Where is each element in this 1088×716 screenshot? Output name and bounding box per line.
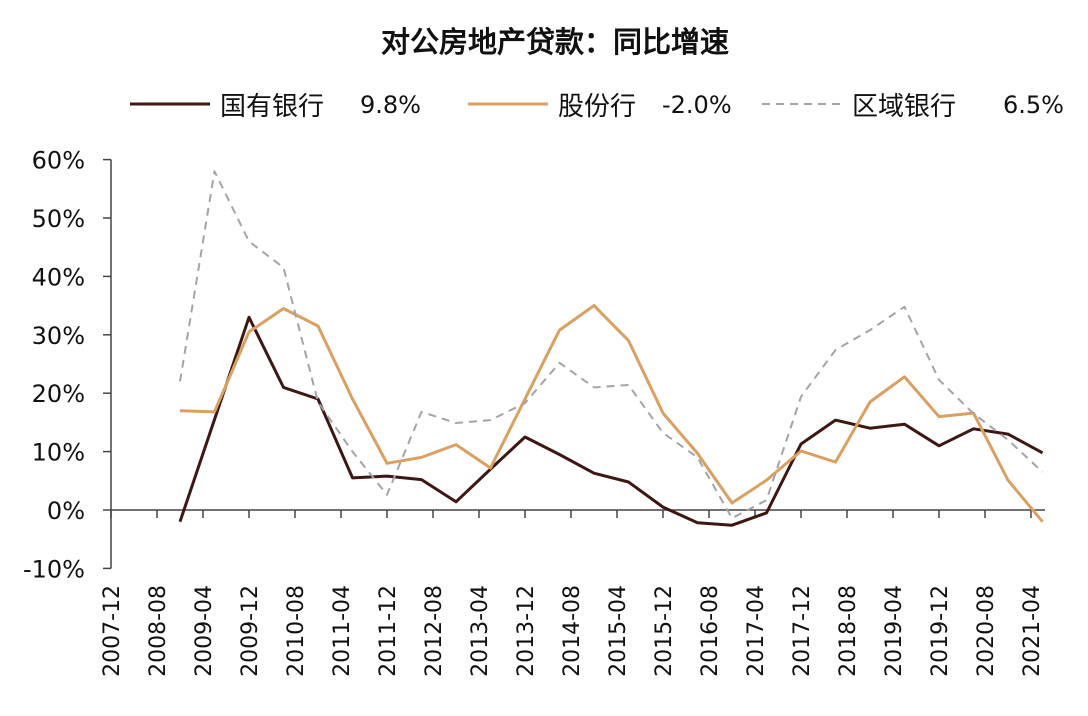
x-tick-label: 2016-08 xyxy=(698,585,723,677)
legend-label-2: 区域银行 xyxy=(852,92,956,122)
legend-label-0: 国有银行 xyxy=(220,92,324,122)
y-tick-label: 10% xyxy=(32,439,85,467)
x-tick-label: 2013-12 xyxy=(514,585,539,677)
y-tick-label: 0% xyxy=(47,497,85,525)
x-tick-label: 2009-04 xyxy=(192,585,217,677)
legend-label-1: 股份行 xyxy=(558,92,636,122)
x-tick-label: 2019-12 xyxy=(928,585,953,677)
x-tick-label: 2010-08 xyxy=(284,585,309,677)
y-tick-label: 40% xyxy=(32,263,85,291)
series-line-1 xyxy=(180,306,1043,522)
x-tick-label: 2020-08 xyxy=(974,585,999,677)
x-tick-label: 2015-12 xyxy=(652,585,677,677)
x-tick-label: 2013-04 xyxy=(468,585,493,677)
y-tick-label: 60% xyxy=(32,147,85,175)
x-tick-label: 2021-04 xyxy=(1020,585,1045,677)
legend-value-2: 6.5% xyxy=(1003,91,1064,119)
axes: 60% 50% 40% 30% 20% 10% 0% -10% 2007-12 2008-08 20… xyxy=(23,147,1045,677)
x-tick-label: 2017-12 xyxy=(790,585,815,677)
chart-title: 对公房地产贷款：同比增速 xyxy=(381,25,729,59)
x-tick-label: 2014-08 xyxy=(560,585,585,677)
series-line-0 xyxy=(180,317,1043,525)
y-tick-label: 50% xyxy=(32,205,85,233)
series-line-2 xyxy=(180,171,1043,518)
x-tick-label: 2012-08 xyxy=(422,585,447,677)
legend-value-1: -2.0% xyxy=(662,91,732,119)
legend: 国有银行 9.8% 股份行 -2.0% 区域银行 6.5% xyxy=(130,91,1064,122)
y-tick-label: 20% xyxy=(32,380,85,408)
x-tick-label: 2008-08 xyxy=(146,585,171,677)
x-tick-label: 2009-12 xyxy=(238,585,263,677)
y-tick-label: 30% xyxy=(32,322,85,350)
legend-value-0: 9.8% xyxy=(360,91,421,119)
x-tick-label: 2011-04 xyxy=(330,585,355,677)
y-tick-label: -10% xyxy=(23,555,85,583)
x-tick-label: 2007-12 xyxy=(100,585,125,677)
x-tick-label: 2011-12 xyxy=(376,585,401,677)
x-tick-label: 2015-04 xyxy=(606,585,631,677)
x-tick-label: 2017-04 xyxy=(744,585,769,677)
x-tick-label: 2018-08 xyxy=(836,585,861,677)
x-tick-label: 2019-04 xyxy=(882,585,907,677)
series-lines xyxy=(180,171,1043,525)
